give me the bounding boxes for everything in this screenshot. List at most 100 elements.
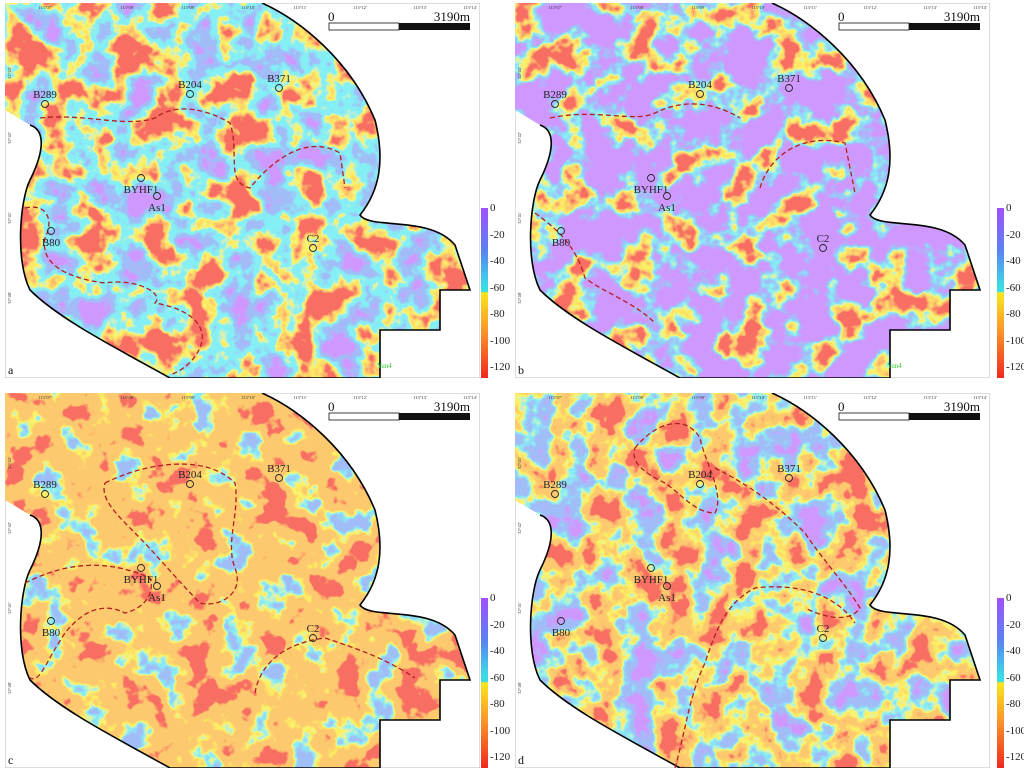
longitude-label: 113°14' <box>973 395 987 400</box>
longitude-label: 113°11' <box>293 395 307 400</box>
longitude-label: 113°11' <box>803 5 817 10</box>
well-marker <box>47 617 55 625</box>
well-marker <box>663 192 671 200</box>
well-marker <box>557 227 565 235</box>
colorbar-tick: -100 <box>490 724 511 737</box>
longitude-label: 113°14' <box>463 5 477 10</box>
longitude-label: 113°08' <box>630 395 644 400</box>
latitude-label: 32°41' <box>7 602 12 614</box>
longitude-label: 113°07' <box>548 395 562 400</box>
colorbar-tick: -120 <box>1006 361 1024 373</box>
well-marker <box>551 490 559 498</box>
longitude-label: 113°08' <box>630 5 644 10</box>
longitude-label: 113°12' <box>863 5 877 10</box>
colorbar-tick: -20 <box>490 228 505 241</box>
well-marker <box>696 90 704 98</box>
scale-bar-white <box>838 22 910 31</box>
scale-end: 3190m <box>944 9 980 24</box>
longitude-label: 113°11' <box>293 5 307 10</box>
longitude-label: 113°12' <box>353 5 367 10</box>
latitude-label: 32°43' <box>7 457 12 469</box>
well-label: BYHF1 <box>124 574 159 586</box>
dashed-outline <box>674 586 856 768</box>
longitude-label: 113°08' <box>120 395 134 400</box>
longitude-label: 113°12' <box>863 395 877 400</box>
well-label: B371 <box>777 73 801 85</box>
well-marker <box>47 227 55 235</box>
dashed-outline <box>633 422 719 514</box>
colorbar-tick: -80 <box>1006 698 1021 710</box>
colorbar-tick: -40 <box>490 645 505 657</box>
well-marker <box>41 490 49 498</box>
well-label: BYHF1 <box>634 574 669 586</box>
well-label: B289 <box>543 89 567 101</box>
well-marker <box>551 100 559 108</box>
longitude-label: 113°09' <box>181 5 195 10</box>
dashed-outline <box>39 108 346 189</box>
scale-end: 3190m <box>944 399 980 414</box>
well-label: B371 <box>267 73 291 85</box>
colorbar: 0 -20 -40 -60 -80 -100 -120 <box>997 593 1024 768</box>
colorbar-tick: 0 <box>1006 592 1012 604</box>
colorbar-tick: -60 <box>1006 671 1021 684</box>
scale-bar-black <box>399 23 470 30</box>
latitude-label: 32°42' <box>7 132 12 144</box>
dashed-outline <box>24 206 203 376</box>
survey-boundary <box>529 3 982 378</box>
scale-bar-black <box>909 23 980 30</box>
longitude-label: 113°12' <box>353 395 367 400</box>
latitude-label: 32°42' <box>517 522 522 534</box>
well-label: B371 <box>267 463 291 475</box>
latitude-label: 32°41' <box>517 602 522 614</box>
colorbar-ramp <box>481 208 488 378</box>
latitude-label: 32°40' <box>517 682 522 694</box>
well-label: B204 <box>688 469 712 481</box>
colorbar-ramp <box>481 598 488 768</box>
well-marker <box>186 480 194 488</box>
scale-start: 0 <box>328 399 335 414</box>
colorbar-tick: -120 <box>490 751 511 763</box>
map-panel-d: 113°07' 113°08' 113°09' 113°10' 113°11' 113°1… <box>515 393 990 768</box>
well-marker <box>696 480 704 488</box>
map-panel-b: 113°07' 113°08' 113°09' 113°10' 113°11' 113°1… <box>515 3 990 378</box>
well-label: As1 <box>658 202 676 214</box>
scale-start: 0 <box>328 9 335 24</box>
colorbar-tick: -20 <box>1006 618 1021 631</box>
scale-bar-white <box>838 412 910 421</box>
panel-letter: a <box>8 363 14 377</box>
latitude-label: 32°41' <box>7 212 12 224</box>
scale-end: 3190m <box>434 399 470 414</box>
dashed-outline <box>759 139 856 194</box>
well-marker <box>663 582 671 590</box>
longitude-label: 113°07' <box>548 5 562 10</box>
dashed-outline <box>549 103 741 119</box>
colorbar-tick: 0 <box>1006 202 1012 214</box>
longitude-label: 113°09' <box>691 5 705 10</box>
well-label: B80 <box>42 237 61 249</box>
latitude-label: 32°40' <box>7 292 12 304</box>
map-panel-a: 113°07' 113°08' 113°09' 113°10' 113°11' 113°1… <box>5 3 480 378</box>
panel-letter: c <box>8 753 13 767</box>
colorbar-ramp <box>997 208 1004 378</box>
colorbar-tick: -80 <box>490 308 505 320</box>
colorbar-tick: 0 <box>490 202 496 214</box>
well-label: C2 <box>817 233 830 245</box>
colorbar-tick: -60 <box>490 671 505 684</box>
longitude-label: 113°07' <box>38 395 52 400</box>
well-marker <box>137 564 145 572</box>
colorbar-tick: -100 <box>1006 334 1024 347</box>
colorbar-tick: -20 <box>490 618 505 631</box>
scale-bar-black <box>399 413 470 420</box>
colorbar-tick: -60 <box>490 281 505 294</box>
longitude-label: 113°13' <box>923 395 937 400</box>
colorbar: 0 -20 -40 -60 -80 -100 -120 <box>481 593 511 768</box>
longitude-label: 113°14' <box>973 5 987 10</box>
well-marker <box>647 174 655 182</box>
longitude-label: 113°13' <box>413 5 427 10</box>
well-marker <box>41 100 49 108</box>
latitude-label: 32°41' <box>517 212 522 224</box>
well-marker <box>275 84 283 92</box>
longitude-label: 113°14' <box>463 395 477 400</box>
colorbar-tick: -20 <box>1006 228 1021 241</box>
longitude-label: 113°10' <box>241 5 255 10</box>
